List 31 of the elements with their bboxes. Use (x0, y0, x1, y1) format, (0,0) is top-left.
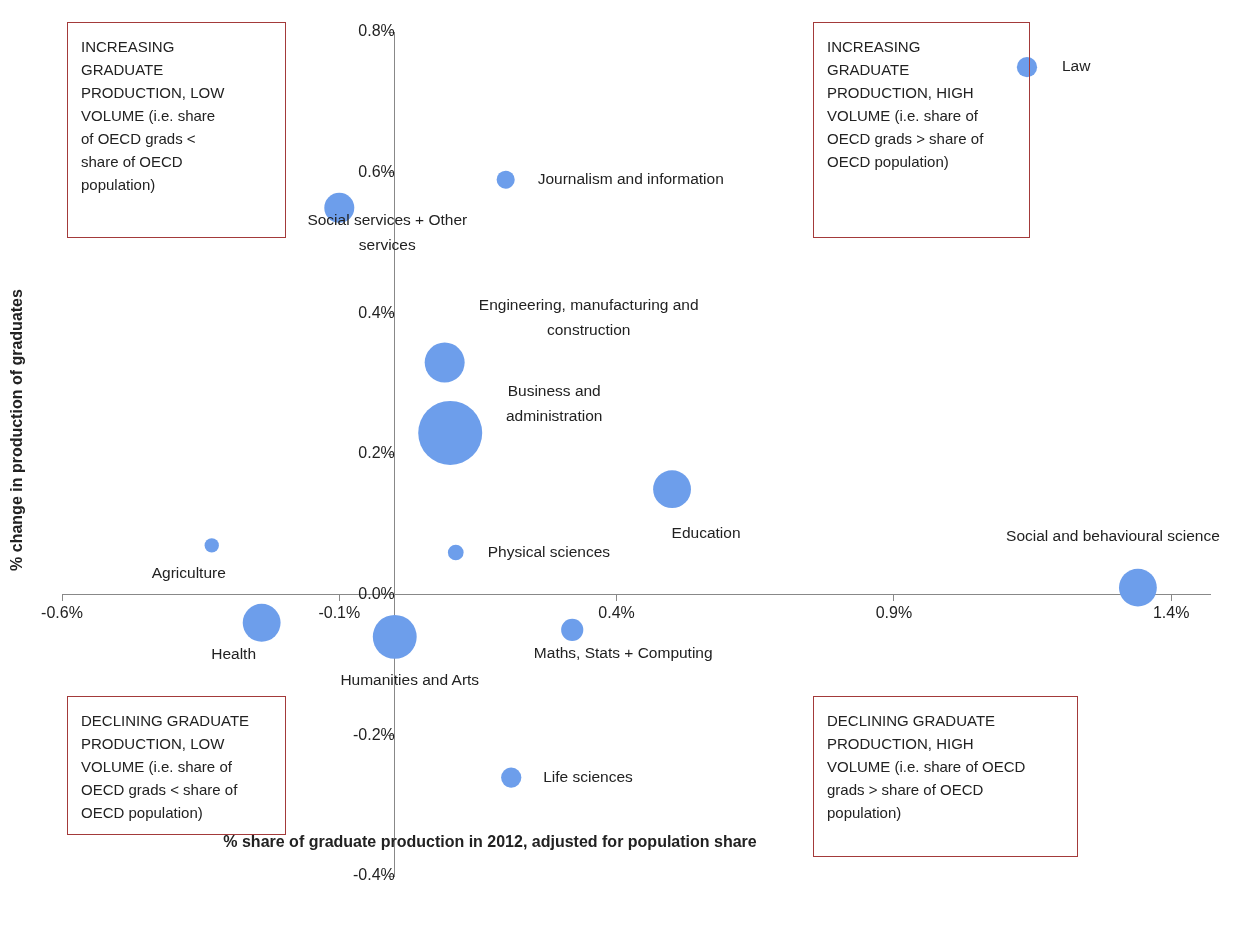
x-tick-label: 1.4% (1152, 603, 1190, 621)
series-label: Engineering, manufacturing and construction (478, 296, 699, 339)
y-tick-label: 0.8% (358, 22, 395, 40)
series-label: Health (211, 645, 257, 663)
x-tick-label: -0.1% (318, 603, 361, 621)
annotation: DECLINING GRADUATE PRODUCTION, HIGH VOLUME (i.e. share of OECD grads > share of OECD population) (813, 696, 1078, 857)
x-tick-label: 0.4% (598, 603, 635, 621)
series-label: Maths, Stats + Computing (533, 644, 713, 662)
series-label: Physical sciences (487, 542, 611, 560)
y-tick-label: 0.4% (358, 303, 395, 321)
y-axis-title: % change in production of graduates (8, 289, 26, 571)
y-tick-label: 0.2% (358, 444, 395, 462)
series-label: Agriculture (151, 563, 226, 581)
text: Social and behavioural science (1006, 526, 1220, 544)
annotation: INCREASING GRADUATE PRODUCTION, LOW VOLUME (i.e. share of OECD grads < share of OECD population) (67, 22, 286, 238)
y-tick-label: 0.0% (358, 585, 395, 603)
series-label: Education (671, 524, 741, 542)
series-label: Life sciences (543, 767, 634, 785)
series-label: Business and administration (505, 381, 603, 424)
annotation: DECLINING GRADUATE PRODUCTION, LOW VOLUME (i.e. share of OECD grads < share of OECD population) (67, 696, 286, 835)
series-label: Journalism and information (537, 169, 724, 187)
series-label: Social services + Other services (307, 210, 468, 253)
y-tick-label: 0.6% (358, 163, 395, 181)
x-axis-title: % share of graduate production in 2012, adjusted for population share (223, 833, 757, 851)
series-label: Humanities and Arts (340, 671, 480, 689)
y-tick-label: -0.2% (352, 725, 395, 743)
y-tick-label: -0.4% (352, 866, 395, 884)
x-tick-label: -0.6% (41, 603, 83, 621)
series-label: Law (1061, 57, 1092, 75)
x-tick-label: 0.9% (875, 603, 913, 621)
annotation: INCREASING GRADUATE PRODUCTION, HIGH VOLUME (i.e. share of OECD grads > share of OECD population) (813, 22, 1030, 238)
